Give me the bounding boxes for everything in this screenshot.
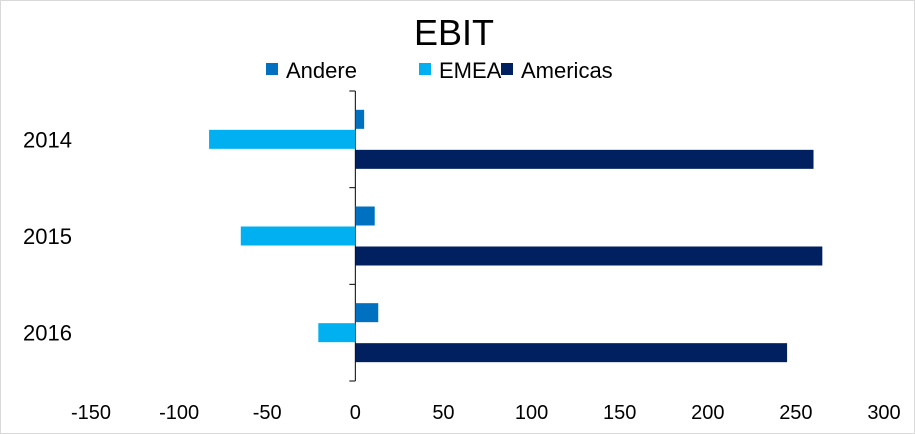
x-tick-label: 50: [432, 402, 454, 424]
bar-emea-2015: [240, 226, 356, 246]
x-tick-label: -100: [159, 402, 199, 424]
bar-emea-2014: [209, 129, 356, 149]
bar-americas-2014: [355, 149, 814, 169]
bar-emea-2016: [318, 323, 356, 343]
x-tick-label: -150: [71, 402, 111, 424]
x-tick-label: -50: [253, 402, 282, 424]
x-tick-label: 200: [691, 402, 724, 424]
category-label-2014: 2014: [23, 127, 72, 152]
bar-andere-2015: [355, 206, 375, 226]
x-tick-label: 250: [779, 402, 812, 424]
legend-swatch-andere: [266, 63, 278, 75]
bar-andere-2014: [355, 109, 365, 129]
bar-andere-2016: [355, 303, 379, 323]
bar-americas-2016: [355, 343, 788, 363]
legend-label-andere: Andere: [286, 58, 357, 83]
value-axis: -150 -100 -50 0 50 100 150 200 250 300: [71, 90, 901, 424]
x-tick-label: 100: [515, 402, 548, 424]
category-labels: 2014 2015 2016: [23, 127, 72, 345]
bars: [209, 109, 823, 363]
legend-swatch-americas: [501, 63, 513, 75]
legend-label-emea: EMEA: [439, 58, 502, 83]
category-label-2015: 2015: [23, 224, 72, 249]
x-tick-label: 150: [603, 402, 636, 424]
category-label-2016: 2016: [23, 321, 72, 346]
legend-swatch-emea: [419, 63, 431, 75]
chart-title: EBIT: [414, 12, 494, 53]
legend-label-americas: Americas: [521, 58, 613, 83]
legend: Andere EMEA Americas: [266, 58, 613, 83]
x-tick-label: 0: [350, 402, 361, 424]
bar-americas-2015: [355, 246, 823, 266]
x-tick-label: 300: [867, 402, 900, 424]
